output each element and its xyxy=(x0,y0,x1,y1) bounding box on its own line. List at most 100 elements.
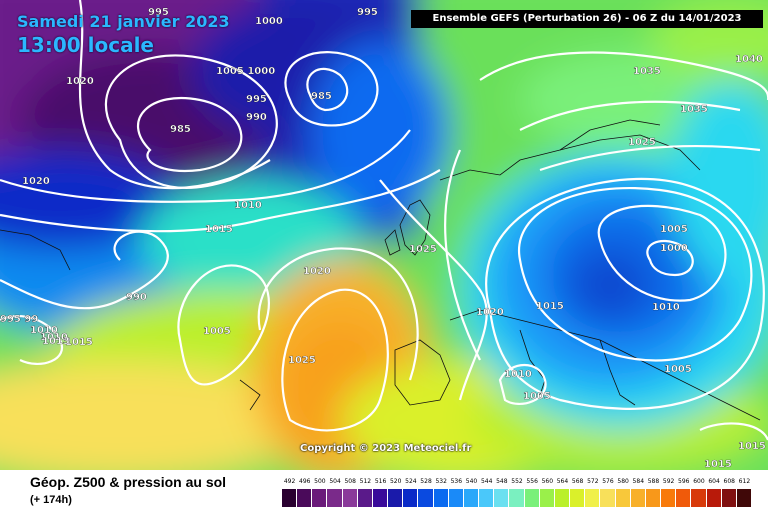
scale-swatch xyxy=(357,489,373,507)
scale-swatch xyxy=(645,489,662,507)
isobar-label: 1015 xyxy=(738,441,766,452)
scale-tick-label: 552 xyxy=(511,478,523,485)
isobar-label: 1005 1000 xyxy=(216,66,275,77)
scale-tick-label: 500 xyxy=(314,478,326,485)
scale-swatch xyxy=(312,489,328,507)
scale-tick-label: 496 xyxy=(299,478,311,485)
scale-swatch xyxy=(282,489,298,507)
date-title: Samedi 21 janvier 2023 xyxy=(17,12,230,31)
isobar-label: 1013 xyxy=(42,336,70,347)
scale-swatch xyxy=(524,489,540,507)
scale-swatch xyxy=(403,489,419,507)
scale-swatch xyxy=(479,489,495,507)
scale-tick-label: 568 xyxy=(571,478,584,485)
scale-tick-label: 584 xyxy=(632,478,645,485)
scale-swatch xyxy=(585,489,601,507)
scale-tick-label: 572 xyxy=(587,478,599,485)
isobar-label: 995 xyxy=(357,7,378,18)
copyright-notice: Copyright © 2023 Meteociel.fr xyxy=(300,443,472,454)
scale-tick-label: 504 xyxy=(329,478,341,485)
scale-tick-label: 512 xyxy=(359,478,372,485)
scale-swatch xyxy=(448,489,464,507)
scale-swatch xyxy=(736,489,752,507)
scale-tick-label: 516 xyxy=(374,478,387,485)
color-scale: 492 496 500 504 508 512 516 520 524 528 532 536 540 5… xyxy=(282,478,752,510)
chart-description: Géop. Z500 & pression au sol xyxy=(30,474,227,490)
scale-tick-label: 492 xyxy=(283,478,296,485)
isobar-label: 1015 xyxy=(536,301,564,312)
scale-tick-label: 580 xyxy=(617,478,629,485)
isobar-label: 1010 xyxy=(40,332,68,343)
isobar-label: 985 xyxy=(170,124,191,135)
scale-tick-label: 560 xyxy=(541,478,554,485)
isobar-label: 1015 xyxy=(704,459,732,470)
scale-swatch xyxy=(721,489,737,507)
scale-tick-label: 532 xyxy=(435,478,447,485)
scale-swatch xyxy=(418,489,434,507)
scale-tick-label: 556 xyxy=(526,478,538,485)
scale-tick-label: 508 xyxy=(344,478,356,485)
isobar-label: 1020 xyxy=(303,266,331,277)
geopotential-field xyxy=(0,0,768,470)
scale-swatch xyxy=(600,489,616,507)
isobar-label: 995 xyxy=(148,7,169,18)
scale-swatch xyxy=(327,489,343,507)
isobar-label: 1020 xyxy=(22,176,50,187)
isobar-label: 1025 xyxy=(409,244,437,255)
scale-tick-label: 564 xyxy=(556,478,569,485)
isobar-label: 1020 xyxy=(66,76,94,87)
isobar-label: 995 99 xyxy=(0,314,38,325)
scale-swatch xyxy=(676,489,692,507)
scale-tick-label: 576 xyxy=(602,478,614,485)
scale-tick-label: 608 xyxy=(723,478,735,485)
scale-swatch xyxy=(554,489,571,507)
scale-tick-label: 520 xyxy=(389,478,402,485)
scale-swatch xyxy=(388,489,404,507)
scale-tick-label: 540 xyxy=(465,478,478,485)
scale-swatch xyxy=(539,489,555,507)
isobar-label: 1025 xyxy=(628,137,656,148)
scale-tick-label: 596 xyxy=(678,478,690,485)
isobar-label: 1015 xyxy=(205,224,233,235)
scale-swatch xyxy=(342,489,358,507)
isobar-label: 1000 xyxy=(660,243,688,254)
time-title: 13:00 locale xyxy=(17,33,154,57)
isobar-label: 1005 xyxy=(523,391,551,402)
isobar-label: 990 xyxy=(246,112,267,123)
isobar-label: 1005 xyxy=(664,364,692,375)
scale-tick-label: 600 xyxy=(693,478,705,485)
iso-labels: 995 1000 995 1020 1005 1000 995 985 990 … xyxy=(0,7,766,470)
forecast-lead: (+ 174h) xyxy=(30,494,72,506)
scale-tick-label: 548 xyxy=(496,478,508,485)
isobar-label: 1015 xyxy=(65,337,93,348)
scale-swatch xyxy=(661,489,677,507)
isobar-label: 1020 xyxy=(476,307,504,318)
isobar-label: 1035 xyxy=(680,104,708,115)
scale-swatch xyxy=(372,489,389,507)
model-run-banner: Ensemble GEFS (Perturbation 26) - 06 Z d… xyxy=(411,10,763,28)
isobar-label: 1010 xyxy=(30,325,58,336)
scale-tick-label: 524 xyxy=(405,478,417,485)
scale-swatch xyxy=(630,489,646,507)
scale-tick-label: 612 xyxy=(738,478,751,485)
scale-swatch xyxy=(494,489,510,507)
isobar-label: 995 xyxy=(246,94,267,105)
scale-swatch xyxy=(615,489,631,507)
scale-tick-label: 592 xyxy=(662,478,675,485)
scale-swatch xyxy=(509,489,525,507)
scale-tick-label: 536 xyxy=(450,478,463,485)
isobar-label: 1040 xyxy=(735,54,763,65)
isobar-label: 990 xyxy=(126,292,147,303)
scale-swatch xyxy=(570,489,586,507)
isobar-label: 985 xyxy=(311,91,332,102)
scale-tick-label: 528 xyxy=(420,478,432,485)
isobar-label: 1010 xyxy=(504,369,532,380)
scale-swatch xyxy=(433,489,449,507)
weather-map: 995 1000 995 1020 1005 1000 995 985 990 … xyxy=(0,0,768,470)
scale-swatch xyxy=(706,489,722,507)
scale-tick-label: 604 xyxy=(708,478,720,485)
isobar-label: 1005 xyxy=(660,224,688,235)
scale-swatch xyxy=(297,489,313,507)
isobar-label: 1005 xyxy=(203,326,231,337)
